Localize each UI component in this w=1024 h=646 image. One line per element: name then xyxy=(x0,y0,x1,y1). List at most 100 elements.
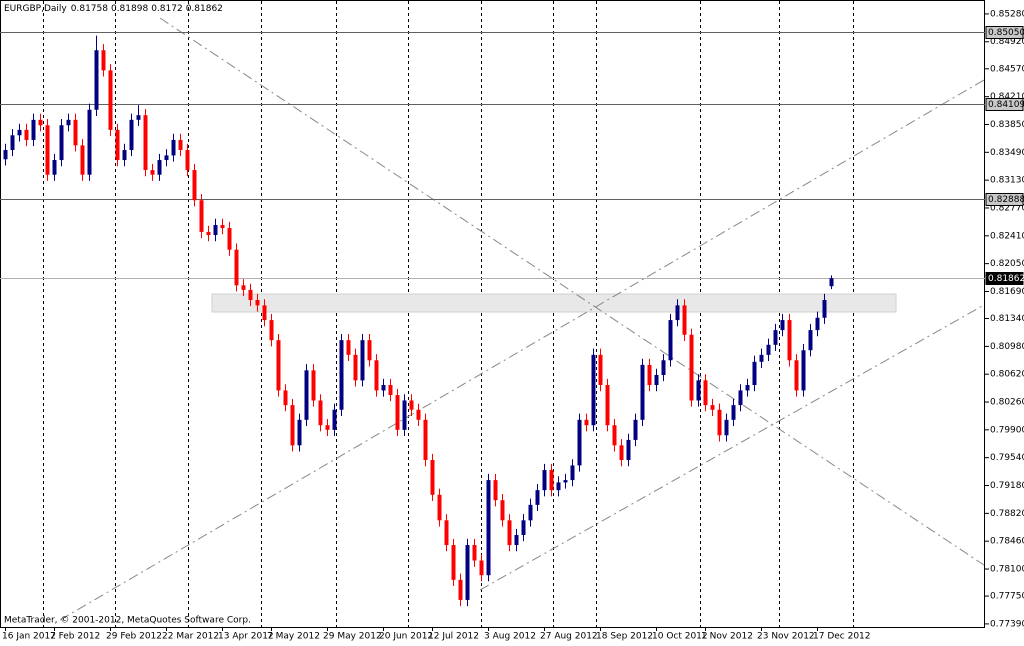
candle-body xyxy=(633,419,638,440)
x-tick-label: 7 May 2012 xyxy=(267,632,320,642)
candle-body xyxy=(157,160,162,175)
candle-body xyxy=(339,340,344,410)
copyright: MetaTrader, © 2001-2012, MetaQuotes Soft… xyxy=(4,616,251,626)
candle-body xyxy=(626,439,631,461)
last-close: 0.81862 xyxy=(186,4,223,14)
candle-body xyxy=(248,289,253,300)
candle-body xyxy=(486,480,491,576)
candle-body xyxy=(164,155,169,161)
levels xyxy=(0,32,985,279)
candle-body xyxy=(542,470,547,491)
candle-body xyxy=(367,340,372,361)
x-tick-label: 12 Jul 2012 xyxy=(428,632,479,642)
x-tick-label: 1 Nov 2012 xyxy=(701,632,753,642)
candle-body xyxy=(171,139,176,156)
candle-body xyxy=(430,460,435,495)
candle-body xyxy=(304,370,309,420)
candle-body xyxy=(255,299,260,306)
candle-body xyxy=(584,419,589,426)
y-tick-label: 0.81690 xyxy=(990,287,1024,297)
candle-body xyxy=(325,425,330,430)
candle-body xyxy=(766,344,771,355)
candle-body xyxy=(773,330,778,345)
trend-line xyxy=(479,304,985,591)
candle-body xyxy=(45,125,50,175)
candle-body xyxy=(129,119,134,150)
y-tick-label: 0.77390 xyxy=(990,619,1024,629)
candle-body xyxy=(17,129,22,136)
candle-body xyxy=(535,490,540,505)
candle-body xyxy=(794,360,799,391)
y-tick-label: 0.84570 xyxy=(990,64,1024,74)
candle-body xyxy=(178,139,183,150)
candle-body xyxy=(416,409,421,420)
y-tick-label: 0.78820 xyxy=(990,509,1024,519)
candle-body xyxy=(591,354,596,426)
candle-body xyxy=(192,170,197,201)
candle-body xyxy=(94,50,99,110)
candle-body xyxy=(38,119,43,126)
candle-body xyxy=(262,305,267,321)
candle-body xyxy=(283,390,288,406)
candle-body xyxy=(3,149,8,160)
candle-body xyxy=(101,50,106,71)
candle-body xyxy=(549,470,554,491)
candle-body xyxy=(458,579,463,600)
candle-body xyxy=(619,445,624,461)
candle-body xyxy=(437,494,442,521)
candle-body xyxy=(199,200,204,232)
candle-body xyxy=(668,320,673,361)
candle-body xyxy=(752,361,757,386)
y-tick-label: 0.77750 xyxy=(990,592,1024,602)
candle-body xyxy=(731,405,736,420)
candle-body xyxy=(801,350,806,391)
candle-body xyxy=(696,380,701,401)
candle-body xyxy=(80,145,85,175)
candle-body xyxy=(346,340,351,355)
plot-frame xyxy=(0,0,985,628)
axes: 0.85280 0.84920 0.84570 0.84210 0.83850 0.834… xyxy=(2,9,1024,641)
candle-body xyxy=(738,390,743,406)
candle-body xyxy=(808,330,813,351)
candle-body xyxy=(703,380,708,406)
candle-body xyxy=(73,119,78,146)
candle-body xyxy=(381,385,386,391)
candle-body xyxy=(689,334,694,401)
candle-body xyxy=(374,360,379,391)
candle-body xyxy=(143,115,148,171)
level-label: 0.85050 xyxy=(988,28,1024,38)
candle-body xyxy=(66,119,71,126)
candle-body xyxy=(395,395,400,430)
candle-body xyxy=(759,354,764,362)
candle-body xyxy=(815,317,820,331)
candle-body xyxy=(479,560,484,576)
last-low: 0.8172 xyxy=(151,4,183,14)
x-tick-label: 27 Aug 2012 xyxy=(540,632,598,642)
trend-lines xyxy=(59,17,985,621)
y-tick-label: 0.83130 xyxy=(990,176,1024,186)
y-tick-label: 0.85280 xyxy=(990,9,1024,19)
candle-body xyxy=(451,545,456,580)
candle-body xyxy=(612,425,617,446)
candle-body xyxy=(640,364,645,420)
candle-body xyxy=(829,278,834,287)
candle-body xyxy=(598,354,603,386)
candle-body xyxy=(388,385,393,396)
y-tick-label: 0.80260 xyxy=(990,398,1024,408)
last-open: 0.81758 xyxy=(71,4,108,14)
level-label: 0.84109 xyxy=(988,100,1024,110)
candle-body xyxy=(605,385,610,426)
candle-body xyxy=(724,419,729,436)
candle-body xyxy=(661,360,666,375)
candle-body xyxy=(717,409,722,436)
candle-body xyxy=(206,231,211,236)
candle-body xyxy=(423,419,428,461)
x-tick-label: 29 May 2012 xyxy=(323,632,382,642)
candle-body xyxy=(297,419,302,446)
y-tick-label: 0.83850 xyxy=(990,120,1024,130)
candle-body xyxy=(136,115,141,120)
y-tick-label: 0.80980 xyxy=(990,342,1024,352)
candle-body xyxy=(311,370,316,401)
